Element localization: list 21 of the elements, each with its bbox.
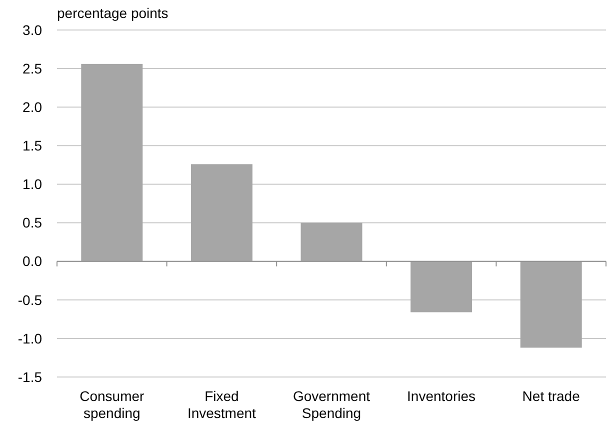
y-tick-label: -1.5 <box>18 368 42 385</box>
y-tick-label: 1.0 <box>22 176 42 192</box>
y-axis-title: percentage points <box>57 5 168 21</box>
bar <box>300 222 362 262</box>
y-tick-label: 2.0 <box>22 99 42 116</box>
y-tick-label: 1.5 <box>22 138 42 154</box>
bar <box>520 261 582 348</box>
bar <box>81 64 143 262</box>
x-tick-label: Inventories <box>407 388 476 404</box>
y-tick-label: 0.0 <box>22 253 42 270</box>
x-tick-label: Net trade <box>522 388 580 404</box>
x-tick-label: Fixed Investment <box>187 388 256 421</box>
x-tick-label: Government Spending <box>292 388 370 421</box>
y-tick-label: -0.5 <box>18 292 42 308</box>
y-tick-label: 0.5 <box>22 214 42 231</box>
x-tick-label: Consumer spending <box>80 388 145 421</box>
bar <box>190 164 252 262</box>
y-tick-label: 2.5 <box>22 60 42 76</box>
bar <box>410 261 472 312</box>
y-tick-label: 3.0 <box>22 22 42 38</box>
y-tick-label: -1.0 <box>18 330 42 346</box>
